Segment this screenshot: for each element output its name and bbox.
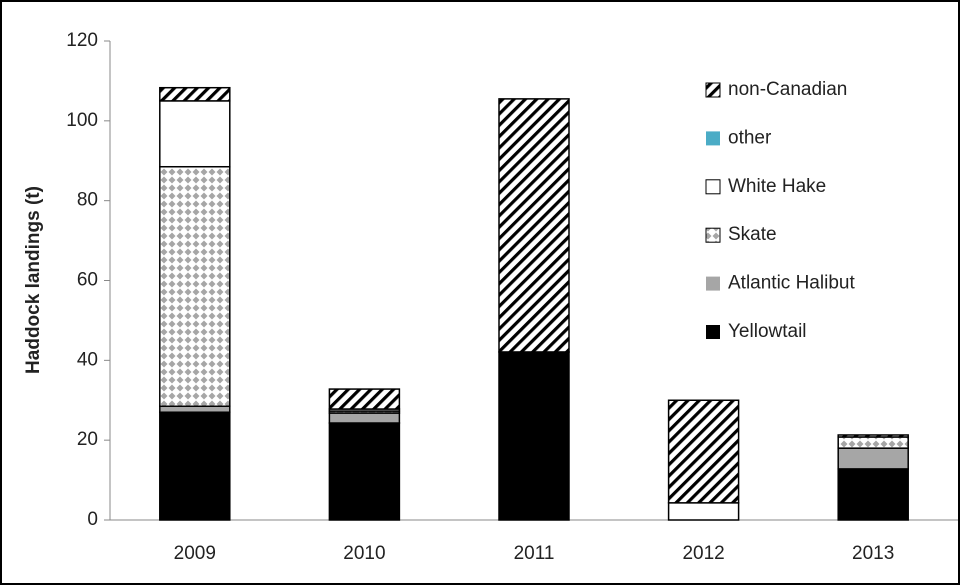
- x-tick-label: 2013: [852, 543, 894, 564]
- bar-segment: [837, 447, 909, 470]
- bar-segment: [667, 502, 740, 521]
- y-tick-label: 20: [77, 429, 98, 450]
- bar-segment: [328, 412, 401, 424]
- bar-segment: [328, 422, 401, 521]
- x-tick-label: 2009: [174, 543, 216, 564]
- bar-segment: [159, 86, 231, 102]
- legend-label: Atlantic Halibut: [728, 273, 855, 294]
- x-tick-label: 2010: [343, 543, 385, 564]
- y-tick-label: 60: [77, 270, 98, 291]
- bar-segment: [498, 351, 570, 521]
- bar-segment: [837, 436, 909, 449]
- bar-segment: [667, 399, 740, 504]
- y-tick-label: 100: [66, 110, 98, 131]
- legend-label: Skate: [728, 224, 777, 245]
- y-tick-label: 0: [87, 509, 98, 530]
- legend-swatch: [706, 276, 720, 291]
- legend-label: other: [728, 127, 772, 148]
- bar-segment: [328, 388, 401, 410]
- legend-swatch: [706, 131, 720, 146]
- legend-swatch: [705, 179, 721, 195]
- x-tick-label: 2011: [514, 543, 555, 564]
- legend-label: non-Canadian: [728, 79, 847, 100]
- x-tick-label: 2012: [682, 543, 724, 564]
- legend-swatch: [705, 227, 721, 243]
- legend-label: Yellowtail: [728, 321, 807, 342]
- bar-segment: [498, 98, 570, 353]
- y-axis-label: Haddock landings (t): [23, 186, 44, 374]
- bar-segment: [159, 165, 231, 407]
- legend-swatch: [706, 325, 720, 339]
- y-tick-label: 120: [66, 30, 98, 51]
- bar-segment: [837, 434, 909, 438]
- legend-swatch: [705, 82, 721, 98]
- bar-segment: [159, 100, 231, 168]
- legend-label: White Hake: [728, 176, 826, 197]
- bar-segment: [159, 405, 231, 413]
- y-tick-label: 40: [77, 349, 98, 370]
- bar-segment: [837, 468, 909, 521]
- y-tick-label: 80: [77, 190, 98, 211]
- bar-segment: [159, 411, 231, 521]
